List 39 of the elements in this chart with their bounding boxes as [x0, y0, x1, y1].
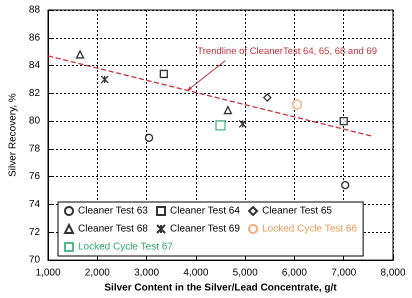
- y-tick-label: 70: [28, 254, 40, 266]
- point: [100, 75, 109, 84]
- point: [224, 106, 232, 114]
- y-tick-label: 84: [28, 60, 40, 72]
- point: [238, 120, 247, 128]
- y-tick-label: 88: [28, 4, 40, 16]
- y-tick-label: 76: [28, 171, 40, 182]
- x-tick-label: 6,000: [282, 268, 308, 279]
- x-tick-label: 7,000: [331, 268, 357, 279]
- x-tick-label: 3,000: [134, 268, 160, 279]
- x-tick-label: 4,000: [183, 268, 209, 279]
- legend-label: Locked Cycle Test 67: [78, 242, 174, 252]
- annotation: Trendline of CleanerTest 64, 65, 68 and 69: [197, 46, 377, 58]
- point: [160, 70, 168, 78]
- x-tick-label: 5,000: [232, 268, 258, 279]
- point: [292, 99, 302, 110]
- y-tick-label: 86: [28, 32, 40, 44]
- y-tick-label: 72: [28, 226, 40, 238]
- point: [215, 120, 226, 130]
- legend-label: Cleaner Test 65: [262, 206, 332, 216]
- legend-label: Cleaner Test 64: [170, 206, 240, 216]
- x-tick-label: 8,000: [380, 268, 406, 279]
- y-tick-label: 78: [28, 143, 40, 154]
- point: [263, 93, 272, 102]
- legend-label: Locked Cycle Test 66: [262, 224, 358, 234]
- y-axis-title: Silver Recovery, %: [8, 93, 18, 177]
- y-tick-label: 80: [28, 116, 40, 127]
- point: [76, 50, 84, 59]
- point: [341, 180, 350, 190]
- x-tick-label: 2,000: [84, 268, 110, 279]
- legend-label: Cleaner Test 68: [78, 224, 148, 234]
- legend-label: Cleaner Test 63: [78, 206, 148, 216]
- point: [340, 117, 348, 126]
- y-tick-label: 74: [28, 199, 40, 210]
- y-tick-label: 82: [28, 88, 40, 99]
- point: [144, 134, 154, 142]
- legend-label: Cleaner Test 69: [170, 224, 240, 234]
- x-axis-title: Silver Content in the Silver/Lead Concentrate, g/t: [104, 282, 338, 294]
- x-tick-label: 1,000: [36, 268, 61, 279]
